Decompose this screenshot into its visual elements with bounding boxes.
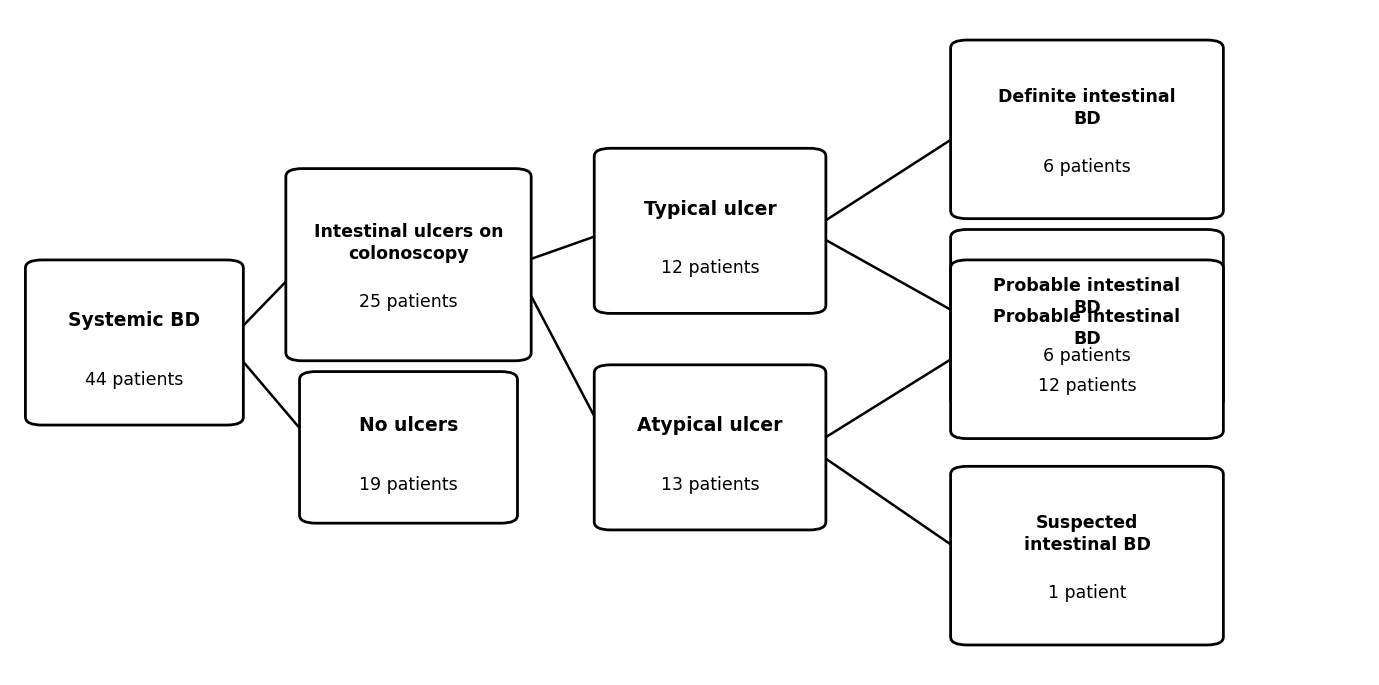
- Text: Atypical ulcer: Atypical ulcer: [637, 416, 783, 435]
- Text: Typical ulcer: Typical ulcer: [644, 200, 776, 219]
- FancyBboxPatch shape: [950, 229, 1223, 408]
- Text: 6 patients: 6 patients: [1043, 158, 1131, 175]
- Text: Suspected
intestinal BD: Suspected intestinal BD: [1023, 514, 1150, 554]
- FancyBboxPatch shape: [299, 371, 517, 523]
- FancyBboxPatch shape: [594, 148, 826, 314]
- Text: Intestinal ulcers on
colonoscopy: Intestinal ulcers on colonoscopy: [314, 223, 503, 263]
- Text: Probable intestinal
BD: Probable intestinal BD: [993, 277, 1180, 317]
- FancyBboxPatch shape: [285, 169, 531, 361]
- Text: 44 patients: 44 patients: [85, 371, 183, 388]
- FancyBboxPatch shape: [25, 260, 243, 425]
- Text: 13 patients: 13 patients: [661, 475, 760, 494]
- FancyBboxPatch shape: [950, 260, 1223, 438]
- Text: 12 patients: 12 patients: [1037, 377, 1136, 395]
- FancyBboxPatch shape: [950, 40, 1223, 219]
- FancyBboxPatch shape: [950, 466, 1223, 645]
- FancyBboxPatch shape: [594, 365, 826, 530]
- Text: 12 patients: 12 patients: [661, 259, 760, 277]
- Text: No ulcers: No ulcers: [359, 416, 458, 435]
- Text: Systemic BD: Systemic BD: [69, 312, 200, 330]
- Text: 25 patients: 25 patients: [359, 293, 458, 311]
- Text: 6 patients: 6 patients: [1043, 347, 1131, 365]
- Text: Definite intestinal
BD: Definite intestinal BD: [998, 88, 1176, 128]
- Text: 19 patients: 19 patients: [359, 475, 458, 494]
- Text: Probable intestinal
BD: Probable intestinal BD: [993, 308, 1180, 348]
- Text: 1 patient: 1 patient: [1048, 584, 1127, 602]
